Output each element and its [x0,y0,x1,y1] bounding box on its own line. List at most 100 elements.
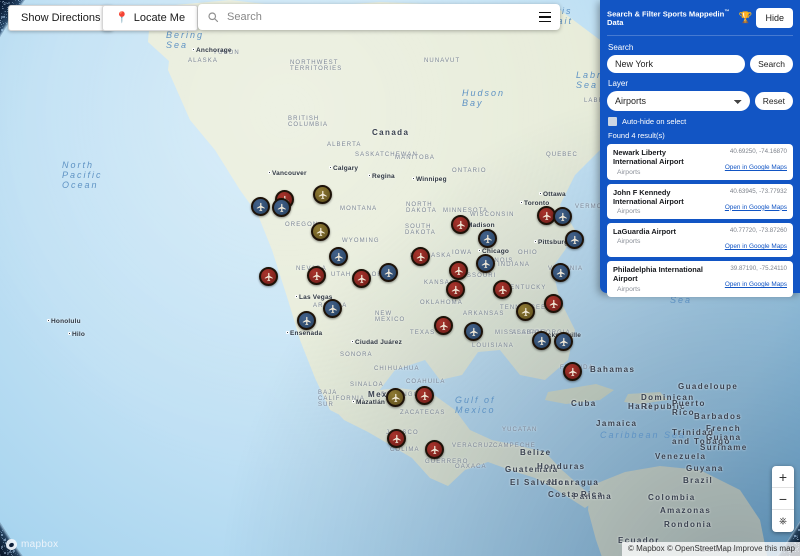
city-dot [412,177,415,180]
airplane-icon [498,285,507,294]
search-input[interactable] [219,11,534,23]
map-marker[interactable] [554,332,573,351]
panel-title: Search & Filter Sports Mappedin™ Data [607,9,735,28]
map-marker[interactable] [387,429,406,448]
result-meta: 40.77720, -73.87260 Open in Google Maps [711,227,787,253]
show-directions-button[interactable]: Show Directions [8,5,114,31]
airplane-icon [264,272,273,281]
map-marker[interactable] [251,197,270,216]
map-marker[interactable] [415,386,434,405]
open-in-google-maps-link[interactable]: Open in Google Maps [724,281,787,289]
result-meta: 39.87190, -75.24110 Open in Google Maps [711,265,787,293]
mapbox-mark-icon [6,539,17,550]
zoom-controls[interactable]: + − ⎈ [772,466,794,532]
map-marker[interactable] [451,215,470,234]
result-info: Philadelphia International Airport Airpor… [613,265,707,293]
result-info: John F Kennedy International Airport Airp… [613,188,707,216]
map-marker[interactable] [565,230,584,249]
hamburger-menu-icon[interactable] [534,6,556,28]
airplane-icon [312,271,321,280]
map-marker[interactable] [259,267,278,286]
result-card[interactable]: Philadelphia International Airport Airpor… [607,261,793,297]
map-marker[interactable] [352,269,371,288]
map-marker[interactable] [297,311,316,330]
airplane-icon [256,202,265,211]
map-marker[interactable] [425,440,444,459]
airplane-icon [439,321,448,330]
result-layer: Airports [617,208,641,215]
mapbox-logo[interactable]: mapbox [6,539,58,550]
airplane-icon [556,268,565,277]
open-in-google-maps-link[interactable]: Open in Google Maps [724,243,787,251]
compass-button[interactable]: ⎈ [779,515,787,527]
city-dot [295,295,298,298]
city-dot [539,192,542,195]
layer-field-label: Layer [608,79,629,88]
panel-search-row: Search [607,55,793,73]
result-coordinates: 40.77720, -73.87260 [729,227,787,234]
city-dot [478,249,481,252]
map-marker[interactable] [464,322,483,341]
panel-title-text: Search & Filter Sports Mappedin [607,9,725,19]
airplane-icon [558,212,567,221]
map-marker[interactable] [379,263,398,282]
map-marker[interactable] [386,388,405,407]
map-marker[interactable] [449,261,468,280]
city-dot [520,201,523,204]
map-marker[interactable] [311,222,330,241]
result-card[interactable]: Newark Liberty International Airport Airp… [607,144,793,180]
map-marker[interactable] [446,280,465,299]
map-search-bar[interactable] [198,4,560,30]
zoom-in-button[interactable]: + [772,466,794,488]
result-info: LaGuardia Airport Airports [613,227,707,253]
result-info: Newark Liberty International Airport Airp… [613,148,707,176]
city-dot [351,340,354,343]
map-attribution[interactable]: © Mapbox © OpenStreetMap Improve this ma… [622,541,800,556]
airplane-icon [537,336,546,345]
open-in-google-maps-link[interactable]: Open in Google Maps [724,164,787,172]
result-name: Philadelphia International Airport [613,265,703,284]
city-dot [534,240,537,243]
panel-search-input[interactable] [607,55,746,73]
result-name: LaGuardia Airport [613,227,676,236]
airplane-icon [357,274,366,283]
map-marker[interactable] [307,266,326,285]
trademark-symbol: ™ [724,8,730,15]
search-field-label: Search [608,43,634,52]
layer-select[interactable]: Airports [607,91,750,111]
map-marker[interactable] [563,362,582,381]
result-card[interactable]: John F Kennedy International Airport Airp… [607,183,793,219]
hide-panel-button[interactable]: Hide [756,8,793,28]
result-card[interactable]: LaGuardia Airport Airports 40.77720, -73.8… [607,223,793,258]
autohide-row[interactable]: Auto-hide on select [608,117,793,126]
result-meta: 40.69250, -74.16870 Open in Google Maps [711,148,787,176]
map-marker[interactable] [553,207,572,226]
attribution-text: © Mapbox © OpenStreetMap Improve this ma… [628,543,795,553]
zoom-out-button[interactable]: − [772,488,794,510]
map-marker[interactable] [434,316,453,335]
map-marker[interactable] [551,263,570,282]
map-marker[interactable] [493,280,512,299]
panel-search-button[interactable]: Search [750,55,793,73]
panel-layer-row: Airports Reset [607,91,793,111]
map-marker[interactable] [478,229,497,248]
map-marker[interactable] [272,198,291,217]
city-dot [286,331,289,334]
open-in-google-maps-link[interactable]: Open in Google Maps [724,203,787,211]
search-icon [208,12,219,23]
map-marker[interactable] [532,331,551,350]
map-marker[interactable] [323,299,342,318]
city-dot [68,332,71,335]
map-marker[interactable] [544,294,563,313]
reset-button[interactable]: Reset [754,92,793,110]
airplane-icon [549,299,558,308]
map-marker[interactable] [329,247,348,266]
map-marker[interactable] [411,247,430,266]
show-directions-label: Show Directions [21,12,101,24]
autohide-checkbox[interactable] [608,117,617,126]
map-marker[interactable] [313,185,332,204]
map-marker[interactable] [476,254,495,273]
locate-me-button[interactable]: 📍 Locate Me [102,5,199,31]
map-marker[interactable] [516,302,535,321]
